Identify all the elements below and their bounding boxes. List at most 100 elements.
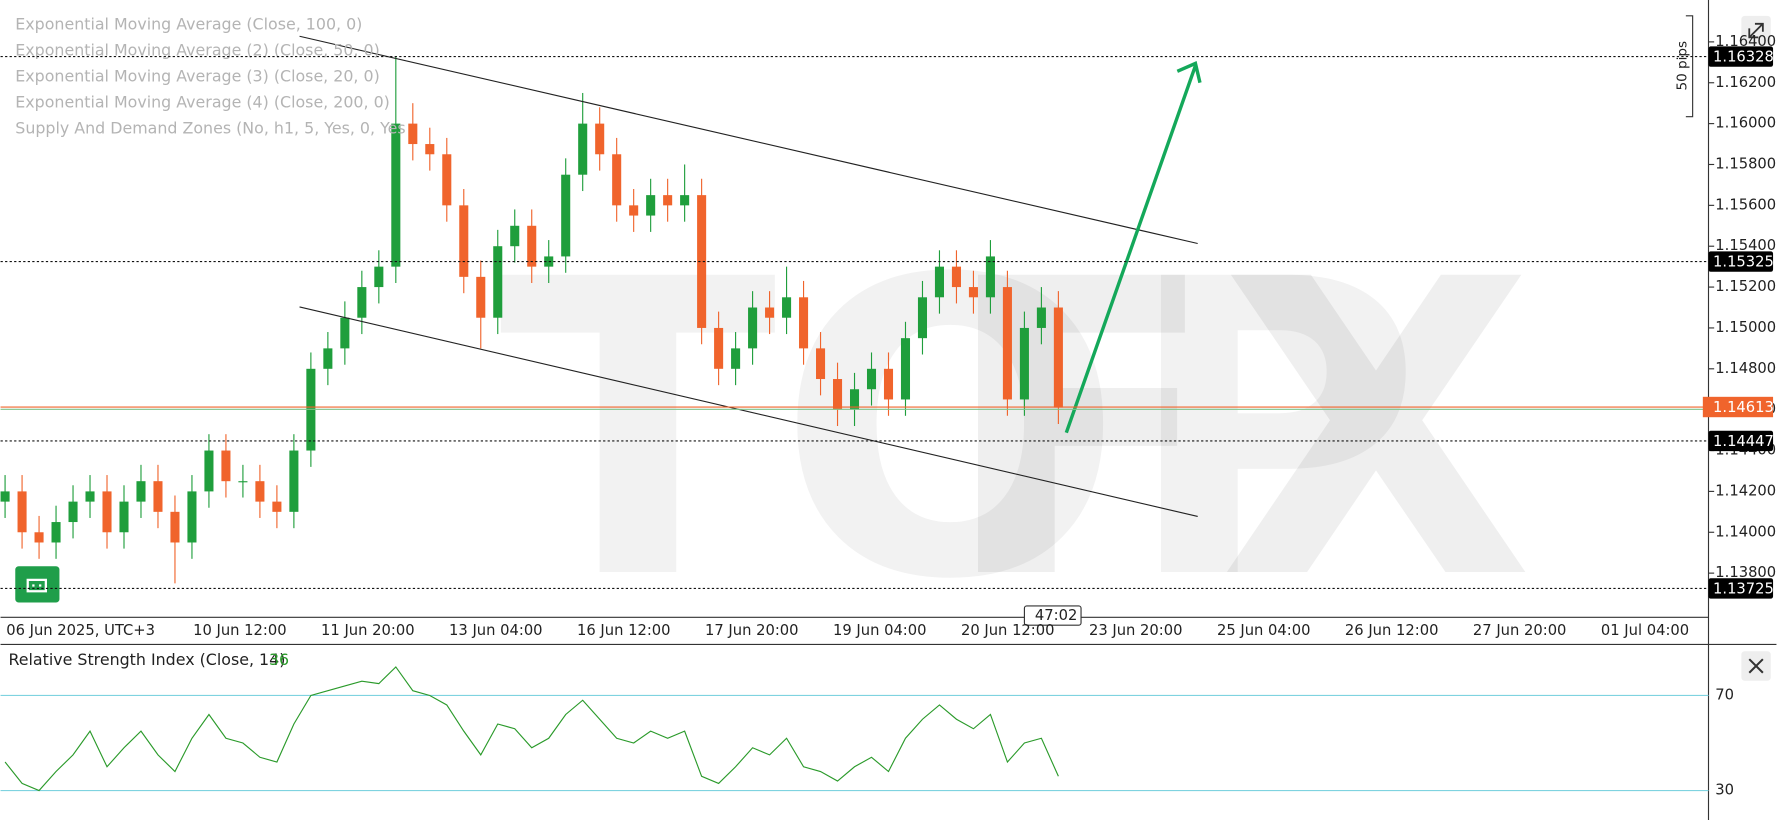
candle-body: [799, 297, 809, 349]
candle-body: [917, 297, 928, 339]
candle-body: [663, 195, 673, 206]
robot-icon: [26, 578, 47, 593]
trend-line: [299, 35, 1198, 245]
candle-body: [883, 368, 894, 400]
level-label: 1.13725: [1713, 581, 1774, 598]
x-tick-label: 25 Jun 04:00: [1217, 622, 1311, 639]
candle-body: [985, 256, 995, 298]
y-tick-label: 1.15800: [1715, 155, 1776, 172]
candle-body: [866, 368, 877, 390]
candle-body: [731, 348, 741, 369]
candle-body: [934, 266, 944, 298]
candle-body: [340, 317, 350, 349]
candle-body: [1036, 307, 1046, 328]
y-tick-label: 1.15400: [1715, 237, 1776, 254]
x-tick-label: 06 Jun 2025, UTC+3: [6, 622, 155, 639]
indicator-label: Exponential Moving Average (2) (Close, 5…: [15, 40, 380, 59]
arrow: [1064, 65, 1198, 434]
candle-body: [85, 491, 95, 502]
candle-body: [459, 205, 469, 277]
candle-body: [255, 481, 265, 502]
candle-body: [697, 195, 707, 328]
x-tick-label: 20 Jun 12:00: [961, 622, 1055, 639]
price-plot: [0, 56, 1063, 584]
y-tick-label: 1.14000: [1715, 523, 1776, 540]
y-tick-label: 1.14200: [1715, 482, 1776, 499]
level-label: 1.16328: [1713, 49, 1774, 66]
y-tick-label: 1.16400: [1715, 33, 1776, 50]
level-tag: [1708, 578, 1774, 599]
x-tick-label: 16 Jun 12:00: [577, 622, 671, 639]
level-tag: [1708, 430, 1774, 452]
candle-body: [849, 389, 860, 410]
candle-body: [680, 195, 690, 206]
y-tick-label: 1.14800: [1715, 360, 1776, 377]
y-tick-label: 1.15600: [1715, 196, 1776, 213]
close-icon: [1748, 658, 1764, 674]
candle-body: [510, 225, 520, 247]
y-tick-label: 1.15000: [1715, 319, 1776, 336]
pips-bracket: [1685, 15, 1694, 118]
candle-body: [51, 522, 61, 543]
y-tick-label: 1.13800: [1715, 564, 1776, 581]
countdown: 47:02: [1035, 607, 1077, 624]
candle-body: [476, 276, 486, 318]
candle-body: [357, 287, 367, 318]
y-tick-label: 1.16000: [1715, 115, 1776, 132]
candle-body: [119, 501, 129, 533]
candle-body: [833, 379, 843, 410]
level-label: 1.15325: [1713, 254, 1774, 271]
candle-body: [68, 501, 78, 523]
x-tick-label: 23 Jun 20:00: [1089, 622, 1183, 639]
countdown-box: [1023, 605, 1082, 626]
y-tick-label: 1.15200: [1715, 278, 1776, 295]
candle-body: [374, 266, 384, 288]
candle-body: [17, 491, 27, 533]
rsi-tick-label: 30: [1715, 782, 1734, 799]
candle-body: [187, 491, 197, 543]
candle-body: [578, 123, 588, 175]
candle-body: [0, 491, 10, 502]
rsi-title: Relative Strength Index (Close, 14): [8, 650, 285, 669]
indicator-label: Exponential Moving Average (Close, 100, …: [15, 14, 362, 33]
rsi-tick-label: 70: [1715, 686, 1734, 703]
candle-body: [646, 195, 656, 216]
candle-body: [816, 348, 826, 380]
y-tick-label: 1.16200: [1715, 74, 1776, 91]
candle-body: [493, 246, 503, 318]
x-tick-label: 27 Jun 20:00: [1473, 622, 1567, 639]
candle-body: [527, 225, 537, 267]
x-tick-label: 10 Jun 12:00: [193, 622, 287, 639]
level-label: 1.14447: [1713, 433, 1774, 450]
last-price-tag: [1702, 396, 1774, 418]
candle-body: [900, 338, 911, 400]
indicator-label: Exponential Moving Average (3) (Close, 2…: [15, 67, 380, 86]
candle-body: [1019, 327, 1029, 400]
candle-body: [561, 174, 571, 257]
candle-body: [629, 205, 639, 216]
candle-body: [34, 532, 44, 543]
candle-body: [272, 501, 282, 512]
candle-body: [612, 154, 622, 206]
candle-body: [170, 511, 180, 543]
candle-body: [1002, 287, 1012, 400]
x-tick-label: 01 Jul 04:00: [1601, 622, 1689, 639]
x-tick-label: 26 Jun 12:00: [1345, 622, 1439, 639]
candle-body: [595, 123, 605, 155]
candle-body: [408, 123, 418, 145]
candle-body: [221, 450, 231, 482]
indicator-label: Exponential Moving Average (4) (Close, 2…: [15, 93, 390, 112]
candle-body: [748, 307, 758, 349]
candle-body: [289, 450, 299, 512]
rsi-value: 36: [269, 650, 289, 669]
last-price-label: 1.14613: [1713, 399, 1774, 416]
indicator-label: Supply And Demand Zones (No, h1, 5, Yes,…: [15, 119, 405, 138]
candle-body: [968, 287, 978, 298]
candle-body: [951, 266, 961, 288]
robot-button[interactable]: [15, 566, 60, 603]
candle-body: [391, 123, 401, 267]
candle-body: [238, 481, 248, 483]
candle-body: [714, 327, 724, 369]
